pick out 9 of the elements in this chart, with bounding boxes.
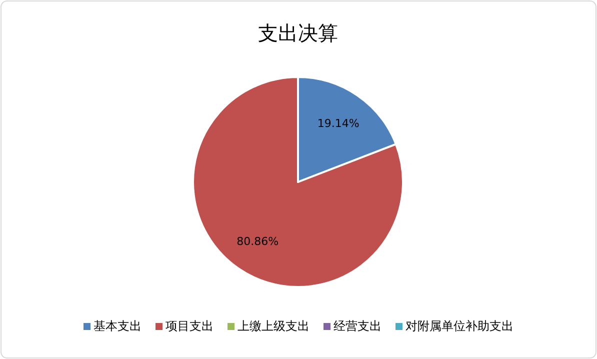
pie-slice [192, 76, 404, 288]
legend-label: 项目支出 [166, 319, 214, 333]
legend-label: 对附属单位补助支出 [406, 319, 514, 333]
legend-label: 经营支出 [334, 319, 382, 333]
legend-label: 上缴上级支出 [238, 319, 310, 333]
legend-label: 基本支出 [94, 319, 142, 333]
data-label: 80.86% [236, 234, 279, 248]
data-label: 19.14% [317, 117, 360, 130]
chart-title: 支出决算 [258, 21, 338, 45]
